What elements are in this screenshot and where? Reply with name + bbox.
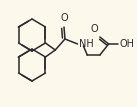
Text: O: O — [60, 13, 68, 23]
Text: NH: NH — [79, 39, 93, 49]
Text: OH: OH — [119, 39, 134, 49]
Text: O: O — [90, 24, 98, 34]
